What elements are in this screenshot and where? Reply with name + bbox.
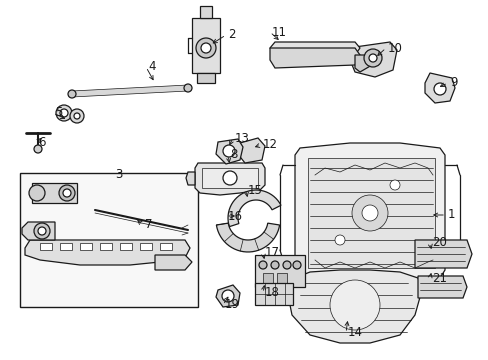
Circle shape — [70, 109, 84, 123]
Polygon shape — [216, 139, 243, 164]
Circle shape — [34, 223, 50, 239]
Circle shape — [56, 105, 72, 121]
Polygon shape — [287, 270, 421, 343]
Text: 13: 13 — [235, 131, 249, 144]
Bar — [20, 173, 198, 307]
Circle shape — [334, 235, 345, 245]
Text: 5: 5 — [55, 107, 62, 120]
Circle shape — [292, 261, 301, 269]
Polygon shape — [254, 283, 292, 305]
Circle shape — [259, 261, 266, 269]
Polygon shape — [254, 255, 305, 287]
Polygon shape — [294, 143, 444, 283]
Polygon shape — [269, 42, 359, 55]
Text: 3: 3 — [115, 168, 122, 181]
Text: 9: 9 — [449, 77, 457, 90]
Circle shape — [361, 205, 377, 221]
Text: 14: 14 — [347, 327, 362, 339]
Polygon shape — [263, 273, 272, 283]
Circle shape — [223, 145, 235, 157]
Polygon shape — [25, 240, 190, 265]
Circle shape — [433, 83, 445, 95]
Polygon shape — [349, 42, 396, 77]
Circle shape — [351, 195, 387, 231]
Circle shape — [29, 185, 45, 201]
Polygon shape — [307, 158, 434, 268]
Circle shape — [183, 84, 192, 92]
Text: 7: 7 — [145, 219, 152, 231]
Circle shape — [74, 113, 80, 119]
Text: 8: 8 — [229, 148, 237, 162]
Polygon shape — [40, 243, 52, 250]
Circle shape — [222, 290, 234, 302]
Polygon shape — [414, 240, 471, 268]
Text: 17: 17 — [264, 247, 280, 260]
Circle shape — [283, 261, 290, 269]
Polygon shape — [185, 172, 195, 185]
Polygon shape — [197, 73, 215, 83]
Polygon shape — [424, 73, 454, 103]
Circle shape — [201, 43, 210, 53]
Circle shape — [363, 49, 381, 67]
Text: 11: 11 — [271, 26, 286, 39]
Circle shape — [34, 145, 42, 153]
Polygon shape — [192, 18, 220, 73]
Polygon shape — [160, 243, 172, 250]
Text: 12: 12 — [263, 139, 278, 152]
Polygon shape — [140, 243, 152, 250]
Text: 2: 2 — [227, 28, 235, 41]
Text: 21: 21 — [431, 271, 446, 284]
Text: 1: 1 — [447, 208, 454, 221]
Polygon shape — [216, 223, 279, 252]
Polygon shape — [80, 243, 92, 250]
Circle shape — [368, 54, 376, 62]
Circle shape — [389, 180, 399, 190]
Polygon shape — [22, 222, 55, 240]
Polygon shape — [200, 6, 212, 18]
Polygon shape — [237, 138, 264, 163]
Circle shape — [270, 261, 279, 269]
Polygon shape — [155, 255, 192, 270]
Text: 10: 10 — [387, 41, 402, 54]
Polygon shape — [72, 85, 187, 97]
Circle shape — [59, 185, 75, 201]
Polygon shape — [354, 55, 371, 72]
Polygon shape — [120, 243, 132, 250]
Text: 6: 6 — [38, 136, 45, 149]
Polygon shape — [276, 273, 286, 283]
Text: 15: 15 — [247, 184, 263, 197]
Polygon shape — [32, 183, 77, 203]
Circle shape — [329, 280, 379, 330]
Circle shape — [68, 90, 76, 98]
Polygon shape — [216, 285, 240, 307]
Text: 20: 20 — [431, 237, 446, 249]
Circle shape — [60, 109, 68, 117]
Polygon shape — [227, 190, 281, 227]
Circle shape — [38, 227, 46, 235]
Text: 16: 16 — [227, 210, 243, 222]
Circle shape — [223, 171, 237, 185]
Text: 19: 19 — [224, 298, 240, 311]
Polygon shape — [417, 276, 466, 298]
Circle shape — [196, 38, 216, 58]
Polygon shape — [195, 163, 264, 195]
Circle shape — [63, 189, 71, 197]
Polygon shape — [202, 168, 258, 188]
Polygon shape — [60, 243, 72, 250]
Polygon shape — [269, 48, 359, 68]
Text: 18: 18 — [264, 287, 279, 300]
Polygon shape — [100, 243, 112, 250]
Text: 4: 4 — [148, 60, 155, 73]
